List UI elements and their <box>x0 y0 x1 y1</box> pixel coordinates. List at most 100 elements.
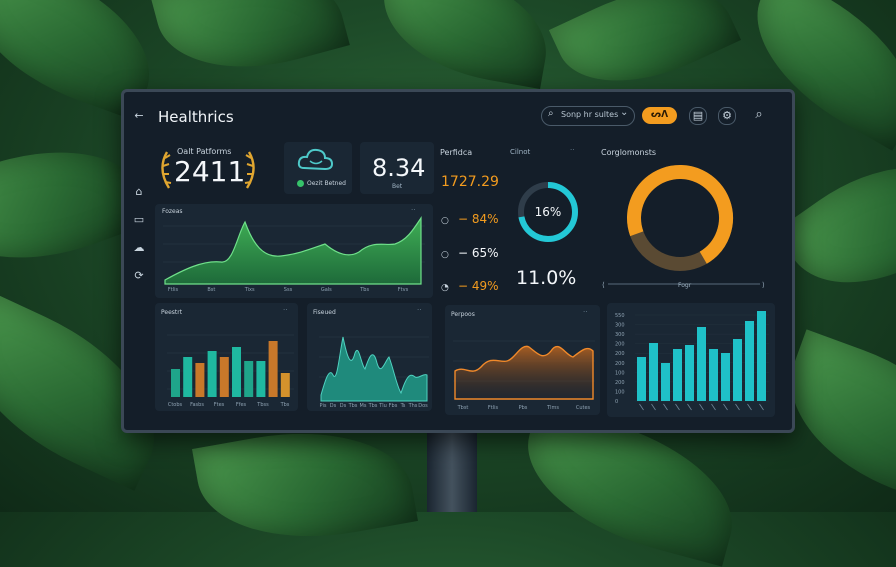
chevron-down-icon: ⌄ <box>620 107 629 118</box>
home-icon[interactable]: ⌂ <box>135 185 143 198</box>
axis-tick-label: Ths <box>408 403 418 409</box>
axis-tick-label: Tbs <box>280 402 290 408</box>
stats-row-2-value: − 65% <box>457 246 499 260</box>
bar <box>745 321 754 401</box>
bar <box>637 357 646 401</box>
circle-icon: ○ <box>441 216 449 226</box>
line-series <box>454 345 594 400</box>
axis-tick <box>687 403 692 411</box>
line-chart-title: Perpoos <box>451 311 475 318</box>
bar-chart-1: Ctobs Fasbs Ftes Ffes Tbss Tbs <box>167 334 294 408</box>
notification-badge[interactable]: ᔕᐱ <box>642 107 677 124</box>
area-chart-2-title: Fiseued <box>313 309 336 316</box>
area-series <box>164 216 422 285</box>
background-leaf <box>372 0 558 90</box>
stats-primary: 1727.29 <box>441 174 499 190</box>
axis-tick-label: Ms <box>360 403 367 409</box>
axis-tick-label: 100 <box>615 389 625 395</box>
stats-row-1: ○ − 84% <box>441 208 499 227</box>
bar <box>649 343 658 401</box>
axis-tick-label: Ffes <box>236 402 247 408</box>
gauge-icon: ◔ <box>441 283 449 293</box>
axis-tick-label: Tbs <box>368 403 378 409</box>
axis-tick <box>723 403 728 411</box>
axis-tick-label: Tbs <box>348 403 358 409</box>
bar <box>171 369 180 397</box>
bar <box>183 357 193 397</box>
axis-tick-label: Ftlis <box>168 287 179 292</box>
bar-chart-1-card: Peestrt ·· Ctobs Fasbs Ftes Ffes Tbss Tbs <box>155 303 298 411</box>
bar-chart-1-title: Peestrt <box>161 309 183 316</box>
card-menu-icon[interactable]: ·· <box>417 306 422 314</box>
axis-tick <box>735 403 740 411</box>
axis-tick-label: Dos <box>418 403 428 409</box>
axis-tick-label: Sss <box>284 287 293 292</box>
axis-tick-label: Tlms <box>546 405 559 411</box>
card-menu-icon[interactable]: ·· <box>570 146 575 154</box>
card-menu-icon[interactable]: ·· <box>411 206 416 214</box>
bar <box>661 363 670 401</box>
app-title: Healthrics <box>158 108 234 126</box>
stats-title: Perfidca <box>440 148 473 157</box>
axis-tick-label: 550 <box>615 313 625 319</box>
axis-tick-label: Tbss <box>256 402 269 408</box>
bar-chart-2-card: 550 300 300 200 200 200 100 200 100 0 <box>607 303 775 417</box>
axis-tick-label: Tbst <box>457 405 469 411</box>
search-box[interactable]: ⌕ Sonp hr sultes ⌄ <box>541 106 635 126</box>
bar <box>673 349 682 401</box>
status-dot <box>297 180 304 187</box>
bar <box>721 353 730 401</box>
bar-chart-2: 550 300 300 200 200 200 100 200 100 0 <box>615 311 769 411</box>
axis-tick-label: 100 <box>615 370 625 376</box>
donut-title: Corglomonsts <box>601 148 657 157</box>
bar <box>709 349 718 401</box>
kpi-main-value: 2411 <box>174 155 246 188</box>
axis-tick-label: Gals <box>321 287 332 292</box>
settings-icon[interactable]: ⚙ <box>718 107 736 125</box>
kpi-main-label: Oalt Patforms <box>177 147 232 156</box>
area-series <box>320 336 428 402</box>
bar <box>232 347 241 397</box>
axis-tick <box>699 403 704 411</box>
axis-tick-label: Ts <box>400 403 406 409</box>
bar <box>697 327 706 401</box>
search-icon[interactable]: ⌕ <box>755 107 763 122</box>
axis-tick-label: 300 <box>615 323 625 329</box>
share-icon[interactable]: ⟳ <box>134 269 144 282</box>
axis-tick-label: 200 <box>615 380 625 386</box>
axis-tick-label: 200 <box>615 361 625 367</box>
kpi-number-value: 8.34 <box>372 154 426 182</box>
back-arrow-icon[interactable]: ← <box>134 109 144 122</box>
card-menu-icon[interactable]: ·· <box>283 306 288 314</box>
axis-tick-label: Cutes <box>576 405 591 411</box>
cloud-icon[interactable]: ☁ <box>133 241 145 254</box>
area-chart: Ftlis Bst Tixs Sss Gals Tbs Ftvs <box>163 216 425 292</box>
axis-tick-label: Ds <box>330 403 337 409</box>
donut-chart <box>627 165 733 271</box>
circle-icon: ○ <box>441 250 449 260</box>
axis-tick <box>663 403 668 411</box>
axis-tick-label: 300 <box>615 332 625 338</box>
bar <box>244 361 254 397</box>
bar <box>685 345 694 401</box>
stats-row-2: ○ − 65% <box>441 242 499 261</box>
axis-tick-label: Tbs <box>359 287 369 292</box>
card-menu-icon[interactable]: ·· <box>583 308 588 316</box>
kpi-cloud-label: Oezit Betned <box>307 180 346 187</box>
dashboard-panel: ← Healthrics ⌕ Sonp hr sultes ⌄ ᔕᐱ ▤ ⚙ ⌕… <box>121 89 795 433</box>
background-leaf <box>150 0 350 92</box>
axis-tick-label: 0 <box>615 399 618 405</box>
svg-text:⟨: ⟨ <box>602 281 605 289</box>
document-icon[interactable]: ▤ <box>689 107 707 125</box>
bar <box>256 361 266 397</box>
bar <box>219 357 229 397</box>
kpi-main: Oalt Patforms 2411 <box>157 144 259 194</box>
bar <box>268 341 278 397</box>
chat-icon[interactable]: ▭ <box>133 213 145 226</box>
axis-tick-label: 200 <box>615 351 625 357</box>
progress-ring: 16% <box>518 182 578 242</box>
stats-row-1-value: − 84% <box>457 212 499 226</box>
line-chart: Tbst Ftlis Pbs Tlms Cutes <box>453 340 595 411</box>
axis-tick-label: Pis <box>320 403 327 409</box>
kpi-cloud-card: Oezit Betned <box>284 142 352 194</box>
